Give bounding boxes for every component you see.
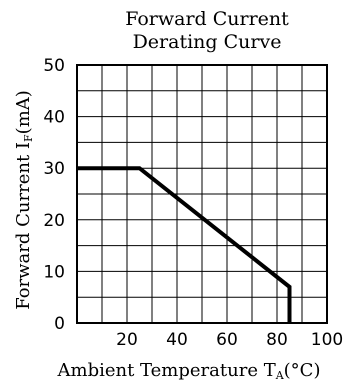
chart-title-line-2: Derating Curve — [133, 31, 282, 53]
y-tick-label: 50 — [43, 56, 65, 76]
x-tick-label: 80 — [266, 330, 288, 350]
y-tick-label: 0 — [54, 314, 65, 334]
y-tick-label: 30 — [43, 159, 65, 179]
derating-curve-line — [77, 166, 292, 323]
x-tick-label: 40 — [166, 330, 188, 350]
y-axis-label-prefix: Forward Current I — [13, 142, 34, 310]
x-axis-label-suffix: (°C) — [284, 360, 321, 381]
y-axis-label-subscript: F — [22, 134, 35, 142]
grid — [77, 65, 327, 323]
y-tick-labels: 0 10 20 30 40 50 — [43, 56, 65, 334]
x-axis-label: Ambient Temperature TA(°C) — [57, 360, 321, 382]
x-axis-label-prefix: Ambient Temperature T — [57, 360, 276, 381]
chart-title-line-1: Forward Current — [125, 8, 289, 30]
x-axis-label-subscript: A — [275, 369, 285, 382]
x-tick-label: 20 — [116, 330, 138, 350]
x-tick-labels: 20 40 60 80 100 — [116, 330, 343, 350]
x-tick-label: 60 — [216, 330, 238, 350]
y-tick-label: 10 — [43, 262, 65, 282]
y-axis-label-suffix: (mA) — [13, 90, 34, 134]
y-tick-label: 20 — [43, 211, 65, 231]
y-axis-label: Forward Current IF(mA) — [13, 90, 35, 310]
x-tick-label: 100 — [311, 330, 343, 350]
plot-frame — [76, 64, 328, 324]
series — [77, 166, 292, 323]
y-tick-label: 40 — [43, 108, 65, 128]
